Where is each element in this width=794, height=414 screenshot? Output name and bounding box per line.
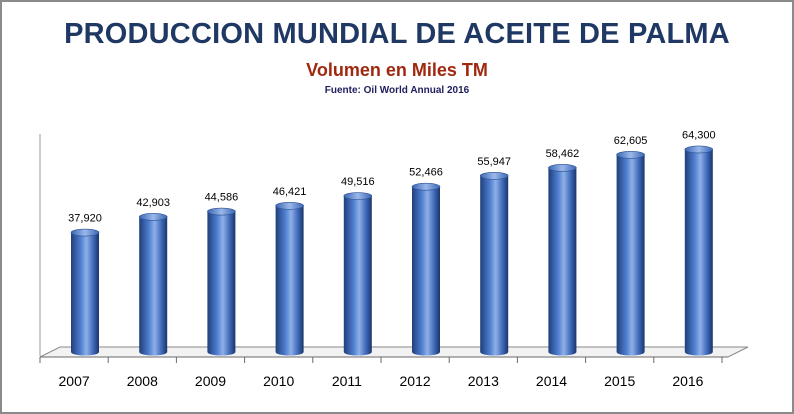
bar-2012: [411, 182, 441, 356]
chart-x-ticks: 2007 2008 2009 2010 2011 2012 2013 2014 2015 2016: [59, 373, 704, 389]
value-label: 55,947: [477, 156, 511, 168]
value-label: 62,605: [614, 135, 648, 147]
bar-top: [411, 182, 441, 191]
bar-top: [207, 207, 236, 216]
chart-title: PRODUCCION MUNDIAL DE ACEITE DE PALMA: [64, 18, 730, 50]
x-tick-label: 2012: [400, 373, 431, 389]
x-tick-label: 2015: [604, 373, 635, 389]
bar-body: [684, 149, 713, 356]
value-label: 64,300: [682, 129, 716, 141]
bar-body: [480, 175, 509, 356]
bar-body: [412, 186, 440, 356]
bar-body: [548, 167, 577, 356]
bar-2008: [138, 213, 168, 356]
chart-value-labels: 37,920 42,903 44,586 46,421 49,516 52,466 55,9…: [68, 129, 715, 224]
bar-body: [139, 216, 168, 356]
bar-2015: [616, 150, 645, 356]
value-label: 52,466: [409, 167, 443, 179]
x-tick-label: 2014: [536, 373, 567, 389]
bar-2013: [479, 171, 509, 356]
bar-top: [548, 164, 577, 172]
x-tick-label: 2010: [263, 373, 294, 389]
bar-top: [684, 145, 714, 154]
x-tick-label: 2007: [59, 373, 90, 389]
bar-top: [343, 192, 373, 200]
chart-source: Fuente: Oil World Annual 2016: [324, 85, 470, 96]
x-tick-label: 2011: [332, 373, 362, 389]
bar-top: [70, 228, 100, 237]
value-label: 58,462: [546, 148, 580, 160]
value-label: 44,586: [205, 192, 239, 204]
value-label: 37,920: [68, 213, 102, 225]
x-tick-label: 2008: [127, 373, 158, 389]
bar-body: [343, 196, 372, 356]
bar-2011: [343, 192, 373, 356]
bar-top: [616, 150, 645, 159]
bar-2007: [70, 228, 100, 356]
value-label: 49,516: [341, 176, 375, 188]
bar-2009: [207, 207, 236, 356]
chart-bars: [70, 145, 714, 356]
chart-subtitle: Volumen en Miles TM: [306, 60, 488, 80]
bar-top: [479, 171, 509, 180]
value-label: 42,903: [136, 197, 170, 209]
x-tick-label: 2009: [195, 373, 226, 389]
x-tick-label: 2013: [468, 373, 499, 389]
bar-body: [275, 205, 304, 356]
bar-top: [138, 213, 168, 221]
bar-2016: [684, 145, 714, 356]
bar-2014: [548, 164, 577, 356]
x-tick-label: 2016: [672, 373, 703, 389]
bar-top: [275, 201, 304, 210]
bar-body: [207, 211, 236, 356]
bar-body: [71, 232, 99, 356]
value-label: 46,421: [273, 186, 307, 198]
bar-2010: [275, 201, 304, 356]
bar-body: [616, 154, 645, 356]
